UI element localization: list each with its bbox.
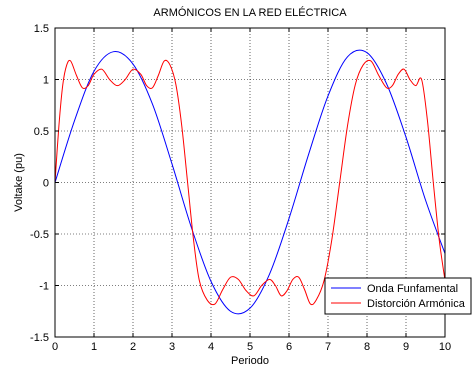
legend: Onda Funfamental Distorción Armónica xyxy=(324,277,472,315)
legend-label-harmonic: Distorción Armónica xyxy=(367,298,466,310)
legend-box xyxy=(324,277,472,315)
series-harmonic-line xyxy=(54,59,446,306)
chart-title: ARMÓNICOS EN LA RED ELÉCTRICA xyxy=(153,6,347,19)
x-tick-label: 4 xyxy=(208,341,214,353)
x-tick-label: 2 xyxy=(130,341,136,353)
y-tick-label: 1 xyxy=(43,75,49,87)
y-tick-label: 0.5 xyxy=(34,126,49,138)
y-tick-label: 0 xyxy=(43,178,49,190)
y-axis-label: Voltake (pu) xyxy=(13,153,25,212)
series-layer xyxy=(54,49,446,315)
x-tick-label: 0 xyxy=(52,341,58,353)
axis-ticks: 0 1 2 3 4 5 6 7 8 9 10 -1.5 -1 -0.5 0 0.5 1 1.5 xyxy=(30,23,451,353)
x-tick-label: 5 xyxy=(247,341,253,353)
x-axis-label: Periodo xyxy=(231,355,269,367)
x-tick-label: 7 xyxy=(325,341,331,353)
y-tick-label: -0.5 xyxy=(30,229,49,241)
x-tick-label: 10 xyxy=(439,341,451,353)
x-tick-label: 3 xyxy=(169,341,175,353)
y-tick-label: 1.5 xyxy=(34,23,49,35)
legend-label-fundamental: Onda Funfamental xyxy=(367,283,458,295)
x-tick-label: 8 xyxy=(364,341,370,353)
y-tick-label: -1 xyxy=(39,281,49,293)
x-tick-label: 1 xyxy=(91,341,97,353)
series-fundamental-line xyxy=(54,49,446,315)
y-tick-label: -1.5 xyxy=(30,332,49,344)
x-tick-label: 6 xyxy=(286,341,292,353)
grid xyxy=(55,28,445,337)
x-tick-label: 9 xyxy=(403,341,409,353)
